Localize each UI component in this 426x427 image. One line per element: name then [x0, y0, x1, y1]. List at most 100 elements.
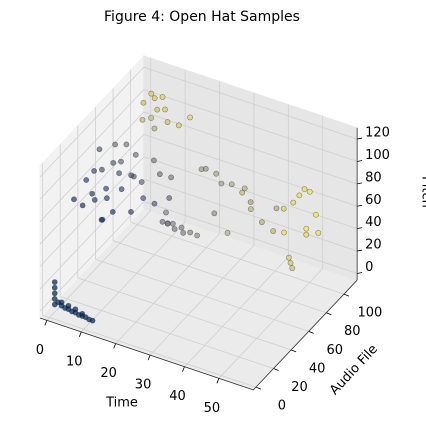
axis-line [39, 317, 254, 391]
z-tick-label: 80 [365, 170, 382, 185]
point [239, 189, 246, 196]
point [128, 172, 135, 179]
z-tick [357, 249, 363, 252]
point [290, 199, 297, 206]
grid-line [60, 296, 274, 369]
x-tick [113, 343, 117, 349]
point [224, 230, 231, 236]
point [289, 265, 296, 272]
grid-line [80, 221, 186, 333]
point [303, 231, 310, 238]
x-tick [44, 320, 48, 326]
z-tick-label: 20 [365, 238, 382, 253]
point [89, 190, 96, 197]
grid-line [115, 233, 220, 344]
point [65, 302, 72, 309]
point [273, 205, 280, 212]
point [58, 299, 65, 306]
point [213, 170, 220, 177]
point [79, 202, 86, 209]
x-tick-label: 10 [66, 354, 83, 369]
z-tick [357, 227, 363, 230]
point [96, 146, 103, 153]
z-tick-label: 100 [365, 148, 390, 163]
point [171, 226, 178, 232]
point [178, 224, 185, 231]
grid-line [130, 221, 345, 295]
grid-line [149, 245, 255, 356]
point [187, 114, 193, 121]
point [51, 296, 58, 302]
point [79, 310, 86, 317]
point [187, 229, 194, 236]
z-tick [357, 137, 363, 140]
point [247, 206, 254, 213]
x-tick [147, 354, 151, 361]
point [109, 208, 116, 215]
point [164, 220, 171, 227]
point [285, 254, 292, 261]
x-tick-label: 0 [36, 343, 44, 358]
point [180, 229, 187, 236]
grid-line [39, 134, 145, 245]
x-tick [216, 378, 220, 384]
z-tick-label: 0 [365, 260, 373, 275]
grid-line [39, 111, 145, 222]
point [270, 228, 277, 234]
point [218, 180, 225, 187]
grid-line [143, 201, 358, 274]
point [118, 186, 125, 193]
point [138, 179, 145, 185]
point [151, 200, 158, 207]
y-tick-label: 20 [291, 380, 308, 395]
z-tick [357, 182, 363, 185]
x-tick-label: 50 [204, 401, 221, 416]
grid-line [95, 259, 309, 332]
grid-line [42, 314, 257, 388]
z-tick [357, 204, 363, 207]
axis-line [252, 279, 358, 391]
point [281, 229, 287, 236]
point [140, 195, 147, 202]
point [228, 181, 235, 188]
point [103, 185, 109, 192]
point [303, 225, 310, 232]
point [123, 141, 130, 148]
point [139, 116, 146, 123]
point [151, 125, 158, 132]
point [287, 260, 294, 266]
point [51, 290, 58, 297]
z-tick-label: 60 [365, 193, 382, 208]
y-tick [290, 349, 297, 353]
x-axis-label: Time [105, 396, 138, 411]
point [315, 230, 322, 236]
point [51, 279, 58, 286]
grid-line [143, 66, 358, 140]
grid-line [39, 156, 145, 267]
point [71, 196, 77, 203]
point [89, 317, 96, 324]
y-tick-label: 80 [344, 324, 361, 339]
point [194, 232, 201, 239]
point [296, 192, 303, 199]
grid-line [39, 66, 145, 178]
point [148, 90, 155, 97]
point [156, 171, 163, 178]
point [259, 219, 265, 226]
point [162, 106, 168, 113]
z-axis-label: Pitch [419, 176, 426, 208]
z-tick [357, 160, 363, 162]
z-tick-label: 120 [365, 126, 390, 141]
y-tick [326, 312, 332, 316]
point [91, 196, 98, 203]
point [175, 122, 182, 129]
y-tick-label: 0 [278, 399, 286, 414]
grid-line [184, 256, 289, 367]
point [148, 115, 155, 121]
point [118, 158, 124, 165]
grid-line [143, 156, 358, 230]
x-tick-label: 40 [169, 389, 186, 404]
point [306, 188, 313, 195]
point [301, 186, 308, 192]
